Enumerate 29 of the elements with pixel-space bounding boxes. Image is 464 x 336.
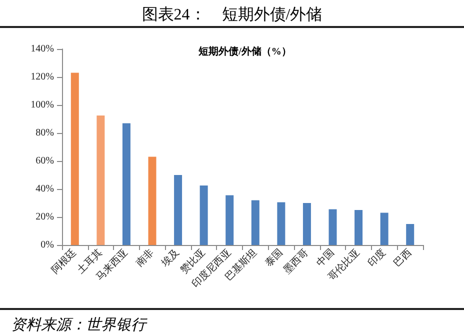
bar — [174, 175, 182, 245]
y-tick-label: 60% — [36, 156, 54, 166]
chart-title: 图表24： 短期外债/外储 — [142, 6, 322, 24]
bar — [200, 186, 208, 245]
y-tick-label: 40% — [36, 184, 54, 194]
x-tick-label: 巴西 — [392, 247, 414, 270]
y-tick-label: 120% — [30, 72, 54, 82]
bar — [380, 212, 388, 245]
chart-subtitle: 短期外债/外储（%） — [198, 46, 292, 58]
y-tick-label: 140% — [30, 44, 54, 54]
bar — [277, 202, 286, 245]
bar — [148, 156, 156, 245]
y-tick-label: 100% — [30, 100, 54, 110]
y-tick-label: 20% — [36, 212, 54, 222]
bar — [406, 224, 414, 245]
x-tick-label: 墨西哥 — [282, 247, 311, 276]
x-tick-label: 南非 — [134, 246, 156, 270]
bar — [226, 195, 234, 245]
bar — [328, 209, 337, 245]
x-tick-label: 印度 — [366, 246, 388, 270]
y-tick-label: 80% — [36, 128, 54, 138]
bar — [122, 123, 130, 245]
text: 资料来源：世界银行 — [11, 316, 148, 334]
y-tick-label: 0% — [40, 240, 54, 250]
bar — [96, 116, 105, 245]
bar — [70, 72, 79, 245]
bar — [302, 203, 311, 245]
bar — [251, 200, 260, 245]
bar — [354, 210, 363, 245]
